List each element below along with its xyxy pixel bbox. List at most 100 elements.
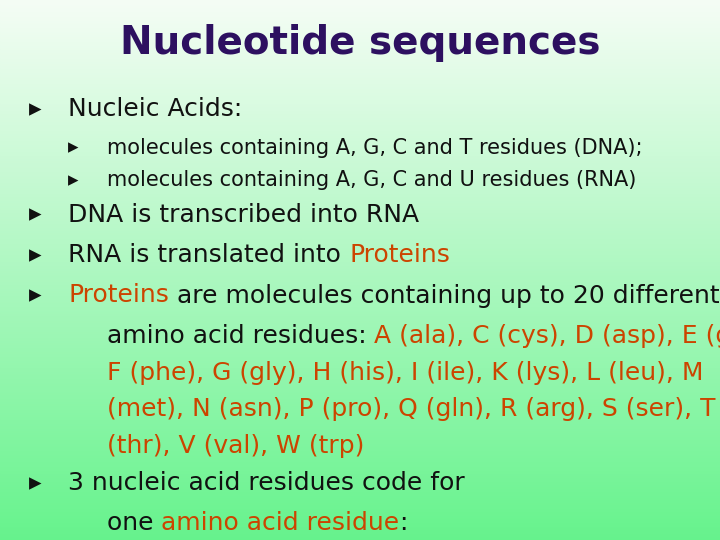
Bar xyxy=(0,302,720,304)
Bar xyxy=(0,461,720,463)
Text: Nucleotide sequences: Nucleotide sequences xyxy=(120,24,600,62)
Bar xyxy=(0,468,720,470)
Bar xyxy=(0,430,720,432)
Bar xyxy=(0,119,720,120)
Bar xyxy=(0,486,720,488)
Bar xyxy=(0,207,720,209)
Bar xyxy=(0,447,720,448)
Bar xyxy=(0,16,720,18)
Bar xyxy=(0,61,720,63)
Bar xyxy=(0,113,720,115)
Bar xyxy=(0,81,720,83)
Text: amino acid residue: amino acid residue xyxy=(161,511,399,535)
Bar xyxy=(0,374,720,376)
Bar xyxy=(0,340,720,342)
Bar xyxy=(0,290,720,292)
Bar xyxy=(0,31,720,32)
Bar xyxy=(0,518,720,520)
Bar xyxy=(0,205,720,207)
Bar xyxy=(0,511,720,513)
Bar xyxy=(0,59,720,61)
Bar xyxy=(0,43,720,45)
Bar xyxy=(0,133,720,135)
Bar xyxy=(0,0,720,2)
Bar xyxy=(0,356,720,358)
Bar xyxy=(0,308,720,309)
Bar xyxy=(0,443,720,444)
Bar xyxy=(0,369,720,371)
Bar xyxy=(0,536,720,538)
Bar xyxy=(0,344,720,346)
Bar xyxy=(0,184,720,185)
Bar xyxy=(0,378,720,380)
Text: one: one xyxy=(107,511,161,535)
Bar xyxy=(0,520,720,522)
Bar xyxy=(0,139,720,140)
Bar xyxy=(0,248,720,250)
Bar xyxy=(0,432,720,434)
Bar xyxy=(0,400,720,401)
Bar xyxy=(0,319,720,320)
Bar xyxy=(0,299,720,301)
Bar xyxy=(0,252,720,254)
Bar xyxy=(0,533,720,535)
Bar xyxy=(0,120,720,123)
Bar xyxy=(0,274,720,275)
Bar xyxy=(0,522,720,524)
Bar xyxy=(0,180,720,182)
Text: ▸: ▸ xyxy=(29,97,41,121)
Bar xyxy=(0,254,720,255)
Bar xyxy=(0,221,720,223)
Bar xyxy=(0,336,720,339)
Bar xyxy=(0,189,720,191)
Bar xyxy=(0,515,720,517)
Text: DNA is transcribed into RNA: DNA is transcribed into RNA xyxy=(68,202,420,226)
Bar xyxy=(0,414,720,416)
Bar xyxy=(0,164,720,166)
Bar xyxy=(0,131,720,133)
Bar xyxy=(0,171,720,173)
Bar xyxy=(0,23,720,25)
Bar xyxy=(0,277,720,279)
Bar xyxy=(0,124,720,126)
Bar xyxy=(0,371,720,373)
Bar xyxy=(0,198,720,200)
Bar xyxy=(0,54,720,56)
Bar xyxy=(0,220,720,221)
Bar xyxy=(0,7,720,9)
Text: are molecules containing up to 20 different: are molecules containing up to 20 differ… xyxy=(169,284,720,307)
Bar xyxy=(0,268,720,270)
Bar xyxy=(0,475,720,477)
Bar xyxy=(0,339,720,340)
Bar xyxy=(0,531,720,533)
Bar xyxy=(0,85,720,86)
Bar xyxy=(0,88,720,90)
Bar xyxy=(0,452,720,454)
Bar xyxy=(0,282,720,285)
Bar xyxy=(0,9,720,11)
Text: (thr), V (val), W (trp): (thr), V (val), W (trp) xyxy=(107,434,364,458)
Bar xyxy=(0,56,720,58)
Bar xyxy=(0,474,720,475)
Bar xyxy=(0,142,720,144)
Text: ▸: ▸ xyxy=(29,471,41,495)
Bar xyxy=(0,304,720,306)
Bar xyxy=(0,535,720,536)
Bar xyxy=(0,501,720,502)
Bar xyxy=(0,245,720,247)
Bar xyxy=(0,218,720,220)
Bar xyxy=(0,232,720,234)
Bar xyxy=(0,200,720,201)
Bar xyxy=(0,174,720,177)
Bar xyxy=(0,358,720,360)
Bar xyxy=(0,393,720,394)
Bar xyxy=(0,265,720,266)
Bar xyxy=(0,385,720,387)
Bar xyxy=(0,182,720,184)
Bar xyxy=(0,263,720,265)
Bar xyxy=(0,112,720,113)
Bar xyxy=(0,65,720,66)
Text: ▸: ▸ xyxy=(29,243,41,267)
Bar xyxy=(0,150,720,151)
Bar xyxy=(0,275,720,277)
